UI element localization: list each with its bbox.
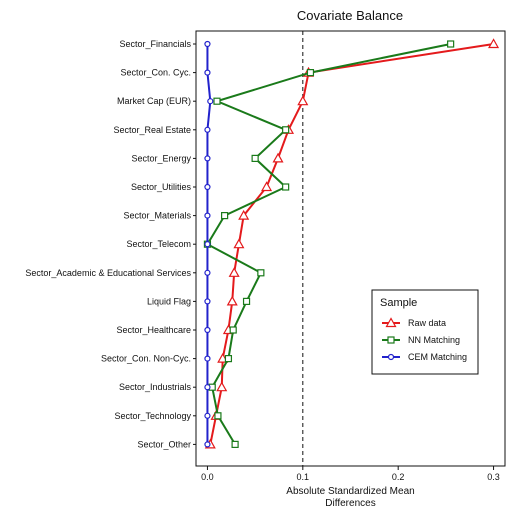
data-point bbox=[447, 40, 455, 48]
x-tick-label: 0.2 bbox=[392, 472, 405, 482]
legend: Sample Raw data NN Matching CEM Matching bbox=[371, 289, 479, 375]
data-point bbox=[204, 298, 211, 305]
data-point bbox=[204, 183, 211, 191]
y-tick-label: Sector_Materials bbox=[123, 211, 191, 221]
data-point bbox=[221, 212, 229, 220]
data-point bbox=[229, 326, 237, 334]
data-point bbox=[488, 38, 500, 49]
y-tick-label: Sector_Con. Cyc. bbox=[120, 68, 191, 78]
legend-item: NN Matching bbox=[382, 335, 460, 345]
series-line bbox=[206, 43, 451, 445]
chart-title: Covariate Balance bbox=[297, 8, 403, 23]
series-line bbox=[209, 43, 494, 445]
data-point bbox=[261, 181, 273, 192]
data-point bbox=[233, 238, 245, 249]
data-point bbox=[204, 269, 211, 276]
legend-marker bbox=[387, 353, 395, 361]
data-point bbox=[224, 355, 233, 363]
y-tick-label: Sector_Real Estate bbox=[113, 125, 191, 135]
data-point bbox=[242, 297, 251, 305]
data-point bbox=[204, 155, 211, 162]
legend-item: Raw data bbox=[382, 317, 446, 328]
data-point bbox=[282, 183, 290, 191]
data-point bbox=[204, 126, 211, 133]
data-point bbox=[272, 152, 284, 163]
y-tick-label: Market Cap (EUR) bbox=[117, 96, 191, 106]
y-tick-label: Sector_Academic & Educational Services bbox=[25, 268, 191, 278]
legend-label: CEM Matching bbox=[408, 352, 467, 362]
data-point bbox=[228, 267, 240, 277]
legend-marker bbox=[385, 317, 397, 328]
series-cem-matching bbox=[204, 40, 214, 448]
y-axis: Sector_Financials Sector_Con. Cyc. Market … bbox=[25, 39, 196, 449]
y-tick-label: Sector_Utilities bbox=[131, 182, 192, 192]
legend-label: NN Matching bbox=[408, 335, 460, 345]
y-tick-label: Liquid Flag bbox=[147, 296, 191, 306]
data-point bbox=[213, 97, 221, 105]
legend-box bbox=[371, 289, 479, 375]
x-axis-title-line2: Differences bbox=[325, 498, 375, 509]
data-point bbox=[204, 412, 211, 419]
data-point bbox=[297, 95, 309, 106]
y-tick-label: Sector_Financials bbox=[119, 39, 191, 49]
data-point bbox=[204, 241, 211, 248]
data-point bbox=[204, 212, 211, 219]
data-point bbox=[204, 441, 211, 448]
legend-title: Sample bbox=[380, 297, 417, 309]
y-tick-label: Sector_Con. Non-Cyc. bbox=[101, 354, 191, 364]
data-point bbox=[226, 295, 238, 306]
data-point bbox=[204, 384, 211, 391]
data-point bbox=[204, 326, 211, 334]
data-point bbox=[257, 269, 265, 277]
legend-marker bbox=[387, 336, 395, 344]
y-tick-label: Sector_Technology bbox=[114, 411, 191, 421]
data-point bbox=[204, 69, 211, 76]
y-tick-label: Sector_Energy bbox=[131, 153, 191, 163]
plot-frame bbox=[195, 30, 506, 467]
data-point bbox=[204, 40, 211, 48]
data-point bbox=[207, 98, 214, 105]
x-tick-label: 0.3 bbox=[487, 472, 500, 482]
x-tick-label: 0.1 bbox=[297, 472, 310, 482]
data-point bbox=[238, 209, 250, 220]
y-tick-label: Sector_Telecom bbox=[126, 239, 191, 249]
y-tick-label: Sector_Industrials bbox=[119, 382, 192, 392]
series-layer bbox=[203, 38, 500, 449]
data-point bbox=[204, 355, 211, 362]
x-axis-title-line1: Absolute Standardized Mean bbox=[286, 486, 414, 497]
data-point bbox=[282, 126, 290, 134]
legend-item: CEM Matching bbox=[382, 352, 467, 362]
data-point bbox=[214, 412, 222, 420]
data-point bbox=[216, 381, 228, 392]
x-tick-label: 0.0 bbox=[201, 472, 214, 482]
series-raw-data bbox=[204, 38, 500, 449]
y-tick-label: Sector_Healthcare bbox=[116, 325, 191, 335]
data-point bbox=[251, 154, 259, 162]
data-point bbox=[306, 68, 315, 77]
legend-label: Raw data bbox=[408, 318, 446, 328]
y-tick-label: Sector_Other bbox=[137, 439, 191, 449]
data-point bbox=[231, 440, 239, 448]
x-axis: 0.0 0.1 0.2 0.3 bbox=[201, 466, 500, 482]
